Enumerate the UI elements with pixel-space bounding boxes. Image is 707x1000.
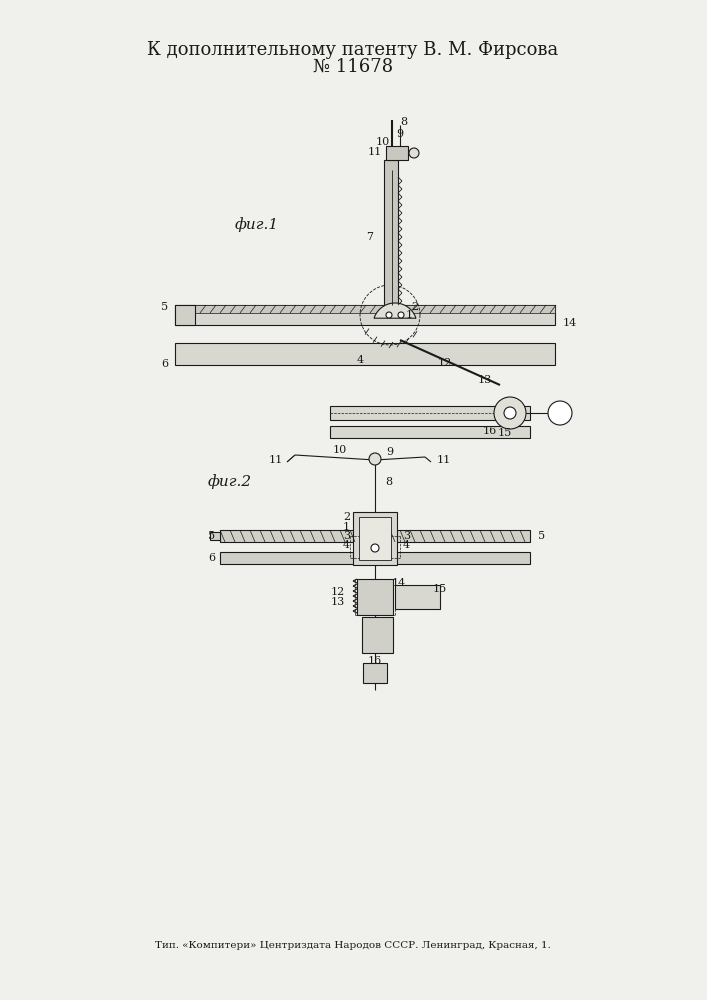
Text: 4: 4 <box>356 355 363 365</box>
Text: 9: 9 <box>387 447 394 457</box>
Text: 1: 1 <box>405 310 413 320</box>
Text: № 11678: № 11678 <box>313 58 393 76</box>
Text: 5: 5 <box>538 531 545 541</box>
Text: 12: 12 <box>438 358 452 367</box>
Text: 7: 7 <box>366 232 373 242</box>
Text: 3: 3 <box>403 531 410 541</box>
Text: 2: 2 <box>411 302 419 312</box>
Bar <box>210 532 220 540</box>
Text: 5: 5 <box>161 302 168 312</box>
Bar <box>363 663 387 683</box>
Text: 3: 3 <box>343 531 350 541</box>
Text: 15: 15 <box>498 428 512 438</box>
Text: 11: 11 <box>269 455 283 465</box>
Text: 11: 11 <box>368 147 382 157</box>
Bar <box>175 343 555 365</box>
Text: Тип. «Компитери» Центриздата Народов СССР. Ленинград, Красная, 1.: Тип. «Компитери» Центриздата Народов ССС… <box>155 940 551 950</box>
Text: 4: 4 <box>343 540 350 550</box>
Circle shape <box>371 544 379 552</box>
Text: фиг.1: фиг.1 <box>235 218 279 232</box>
Bar <box>384 160 398 315</box>
Text: фиг.2: фиг.2 <box>208 475 252 489</box>
Bar <box>220 530 530 542</box>
Circle shape <box>398 312 404 318</box>
Circle shape <box>494 397 526 429</box>
Text: 10: 10 <box>375 137 390 147</box>
Text: 11: 11 <box>437 455 451 465</box>
Text: 9: 9 <box>397 129 404 139</box>
Text: 16: 16 <box>368 656 382 666</box>
Bar <box>330 406 530 420</box>
Bar <box>330 426 530 438</box>
Bar <box>220 552 530 564</box>
Polygon shape <box>374 303 416 318</box>
Bar <box>353 512 397 565</box>
Text: 16: 16 <box>483 426 497 436</box>
Text: 6: 6 <box>208 553 215 563</box>
Bar <box>175 305 195 325</box>
Circle shape <box>548 401 572 425</box>
Text: 14: 14 <box>563 318 577 328</box>
Circle shape <box>409 148 419 158</box>
Circle shape <box>369 453 381 465</box>
Text: 14: 14 <box>392 578 406 588</box>
Text: 10: 10 <box>333 445 347 455</box>
Text: 1: 1 <box>343 522 350 532</box>
Text: 13: 13 <box>331 597 345 607</box>
Text: 6: 6 <box>161 359 168 369</box>
Bar <box>362 617 393 653</box>
Bar <box>175 305 555 325</box>
Text: 13: 13 <box>478 375 492 385</box>
Bar <box>395 585 440 609</box>
Text: 12: 12 <box>331 587 345 597</box>
Bar <box>386 146 408 160</box>
Bar <box>175 305 555 313</box>
Text: 4: 4 <box>403 540 410 550</box>
Text: К дополнительному патенту В. М. Фирсова: К дополнительному патенту В. М. Фирсова <box>147 41 559 59</box>
Text: 15: 15 <box>433 584 448 594</box>
Bar <box>357 579 393 615</box>
Bar <box>359 517 391 560</box>
Circle shape <box>504 407 516 419</box>
Text: 5: 5 <box>208 531 215 541</box>
Text: 8: 8 <box>400 117 407 127</box>
Text: 8: 8 <box>385 477 392 487</box>
Text: 2: 2 <box>343 512 350 522</box>
Circle shape <box>386 312 392 318</box>
